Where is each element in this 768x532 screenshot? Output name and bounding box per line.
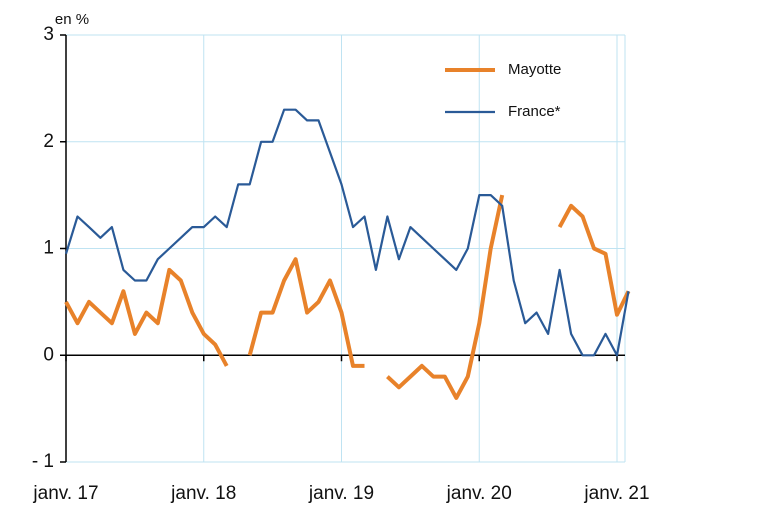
series-line bbox=[64, 108, 630, 357]
x-tick-label: janv. 21 bbox=[583, 483, 649, 504]
y-tick-label: - 1 bbox=[32, 451, 54, 472]
y-tick-label: 0 bbox=[43, 344, 54, 365]
y-tick-label: 1 bbox=[43, 238, 54, 259]
x-tick-label: janv. 18 bbox=[170, 483, 236, 504]
legend-label: France* bbox=[508, 103, 561, 120]
series-line bbox=[64, 194, 631, 400]
x-tick-label: janv. 19 bbox=[308, 483, 374, 504]
x-tick-label: janv. 17 bbox=[32, 483, 98, 504]
y-unit-label: en % bbox=[55, 11, 89, 28]
legend-label: Mayotte bbox=[508, 61, 561, 78]
y-tick-label: 3 bbox=[43, 24, 54, 45]
y-tick-label: 2 bbox=[43, 131, 54, 152]
x-tick-label: janv. 20 bbox=[446, 483, 512, 504]
